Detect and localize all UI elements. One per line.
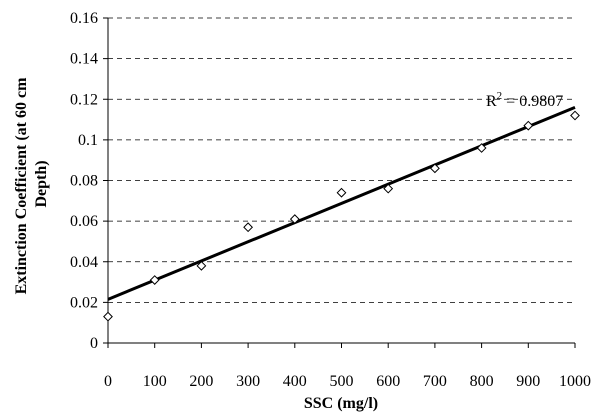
x-tick-label: 700	[423, 373, 447, 390]
x-tick-label: 300	[236, 373, 260, 390]
y-axis-title-line-2: Depth)	[33, 160, 50, 207]
y-tick-label: 0	[90, 335, 98, 352]
data-point	[103, 311, 113, 322]
y-axis-title: Extinction Coefficient (at 60 cm Depth)	[13, 74, 50, 295]
data-point	[523, 120, 534, 131]
x-tick-label: 100	[143, 373, 167, 390]
gridlines	[108, 17, 575, 303]
y-tick-label: 0.06	[70, 213, 98, 230]
y-tick-label: 0.16	[70, 10, 98, 27]
r-squared-value: = 0.9807	[502, 93, 563, 110]
data-point	[476, 143, 487, 153]
data-point	[149, 275, 160, 285]
x-axis-title: SSC (mg/l)	[304, 395, 378, 412]
y-tick-label: 0.04	[70, 254, 98, 271]
y-axis-title-line-1: Extinction Coefficient (at 60 cm	[13, 77, 30, 295]
trendline	[107, 105, 576, 301]
data-point	[570, 110, 580, 121]
axes	[103, 17, 576, 348]
y-tick-label: 0.14	[70, 51, 98, 68]
x-tick-label: 0	[104, 373, 112, 390]
data-point	[289, 214, 300, 225]
x-tick-label: 600	[376, 373, 400, 390]
x-tick-label: 400	[283, 373, 307, 390]
data-points	[103, 110, 580, 322]
data-point	[336, 187, 347, 198]
data-point	[196, 260, 207, 271]
data-point	[429, 163, 440, 174]
data-point	[383, 183, 394, 194]
y-tick-label: 0.08	[70, 173, 98, 190]
x-tick-label: 800	[470, 373, 494, 390]
r-squared-annotation: R2 = 0.9807	[486, 90, 563, 110]
y-tick-label: 0.12	[70, 91, 98, 108]
x-tick-label: 900	[516, 373, 540, 390]
r-squared-base: R	[486, 93, 497, 110]
y-tick-label: 0.02	[70, 294, 98, 311]
x-tick-label: 1000	[559, 373, 591, 390]
x-tick-label: 200	[189, 373, 213, 390]
trendline-group	[107, 105, 576, 301]
x-tick-label: 500	[330, 373, 354, 390]
y-tick-label: 0.1	[78, 132, 98, 149]
data-point	[243, 222, 254, 233]
tick-labels: 0 0.02 0.04 0.06 0.08 0.1 0.12 0.14 0.16 0 100 200 3…	[70, 10, 591, 390]
r-squared-superscript: 2	[497, 90, 503, 102]
